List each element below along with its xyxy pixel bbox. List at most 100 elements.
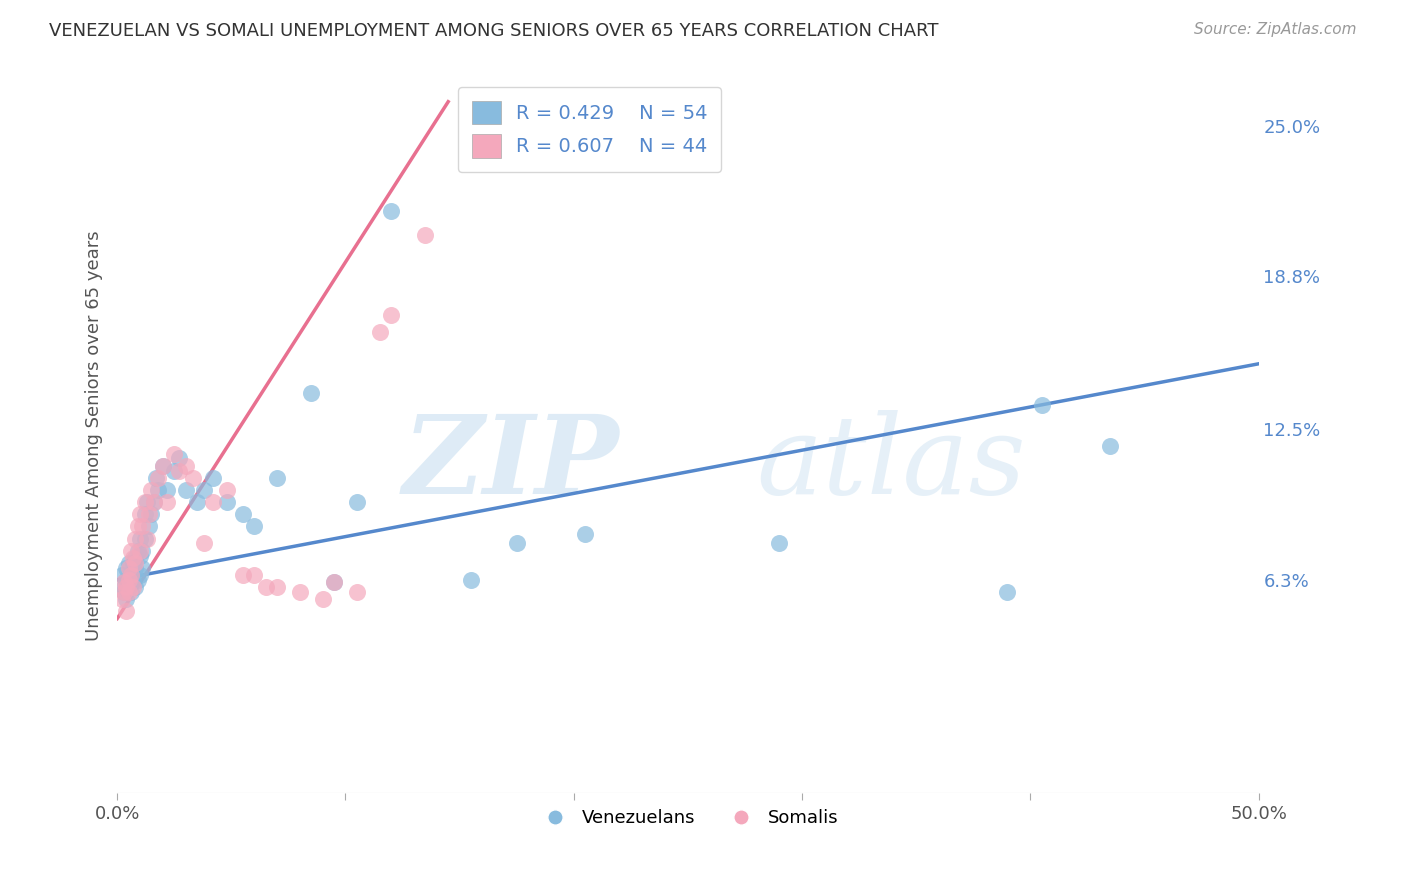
Point: [115, 604, 138, 618]
Point: [163, 447, 186, 461]
Point: [124, 532, 146, 546]
Point: [134, 495, 156, 509]
Point: [156, 483, 179, 497]
Point: [193, 536, 215, 550]
Point: [115, 580, 138, 594]
Point: [138, 519, 160, 533]
Point: [117, 580, 139, 594]
Point: [127, 543, 149, 558]
Point: [997, 585, 1019, 599]
Point: [129, 568, 152, 582]
Point: [120, 543, 142, 558]
Point: [346, 585, 368, 599]
Point: [167, 464, 190, 478]
Point: [174, 458, 197, 473]
Point: [574, 526, 596, 541]
Point: [323, 575, 346, 590]
Point: [129, 549, 152, 563]
Point: [124, 556, 146, 570]
Point: [115, 573, 138, 587]
Point: [134, 508, 156, 522]
Text: Source: ZipAtlas.com: Source: ZipAtlas.com: [1194, 22, 1357, 37]
Point: [254, 580, 277, 594]
Legend: Venezuelans, Somalis: Venezuelans, Somalis: [530, 802, 846, 834]
Point: [156, 495, 179, 509]
Point: [266, 471, 288, 485]
Point: [215, 483, 238, 497]
Point: [232, 568, 254, 582]
Point: [141, 483, 163, 497]
Point: [127, 519, 149, 533]
Point: [148, 471, 170, 485]
Point: [323, 575, 346, 590]
Point: [122, 573, 145, 587]
Point: [117, 573, 139, 587]
Point: [129, 532, 152, 546]
Point: [112, 580, 135, 594]
Point: [127, 573, 149, 587]
Point: [115, 560, 138, 574]
Point: [131, 560, 153, 574]
Point: [112, 585, 135, 599]
Point: [117, 560, 139, 574]
Point: [145, 471, 167, 485]
Point: [124, 580, 146, 594]
Point: [117, 573, 139, 587]
Point: [1031, 398, 1053, 412]
Point: [148, 483, 170, 497]
Point: [243, 519, 266, 533]
Text: VENEZUELAN VS SOMALI UNEMPLOYMENT AMONG SENIORS OVER 65 YEARS CORRELATION CHART: VENEZUELAN VS SOMALI UNEMPLOYMENT AMONG …: [49, 22, 939, 40]
Point: [181, 471, 204, 485]
Point: [135, 532, 157, 546]
Point: [111, 592, 134, 607]
Point: [111, 568, 134, 582]
Point: [142, 495, 165, 509]
Point: [215, 495, 238, 509]
Point: [120, 568, 142, 582]
Point: [163, 464, 186, 478]
Point: [174, 483, 197, 497]
Point: [122, 580, 145, 594]
Point: [142, 495, 165, 509]
Point: [266, 580, 288, 594]
Point: [288, 585, 311, 599]
Point: [122, 556, 145, 570]
Point: [167, 451, 190, 466]
Point: [380, 203, 402, 218]
Point: [131, 519, 153, 533]
Point: [299, 385, 322, 400]
Point: [129, 543, 152, 558]
Point: [152, 458, 174, 473]
Point: [505, 536, 527, 550]
Text: ZIP: ZIP: [402, 410, 620, 517]
Point: [186, 495, 208, 509]
Point: [112, 585, 135, 599]
Text: atlas: atlas: [756, 410, 1026, 517]
Point: [135, 495, 157, 509]
Point: [134, 532, 156, 546]
Y-axis label: Unemployment Among Seniors over 65 years: Unemployment Among Seniors over 65 years: [86, 230, 103, 640]
Point: [124, 551, 146, 566]
Point: [415, 228, 437, 243]
Point: [138, 508, 160, 522]
Point: [115, 592, 138, 607]
Point: [202, 495, 225, 509]
Point: [120, 568, 142, 582]
Point: [193, 483, 215, 497]
Point: [117, 556, 139, 570]
Point: [346, 495, 368, 509]
Point: [768, 536, 790, 550]
Point: [112, 575, 135, 590]
Point: [152, 458, 174, 473]
Point: [311, 592, 333, 607]
Point: [141, 508, 163, 522]
Point: [1099, 439, 1122, 453]
Point: [368, 325, 391, 339]
Point: [243, 568, 266, 582]
Point: [122, 551, 145, 566]
Point: [202, 471, 225, 485]
Point: [120, 585, 142, 599]
Point: [380, 308, 402, 322]
Point: [131, 543, 153, 558]
Point: [124, 560, 146, 574]
